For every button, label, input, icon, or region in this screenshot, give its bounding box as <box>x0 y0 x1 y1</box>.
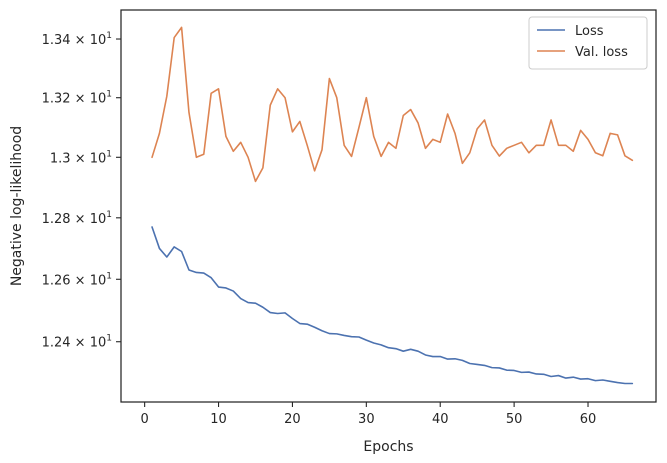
x-axis: 0 10 20 30 40 50 60 <box>141 402 597 427</box>
series-line-loss <box>151 226 634 385</box>
legend-label: Loss <box>575 24 604 39</box>
legend-label: Val. loss <box>575 45 628 60</box>
y-tick-label: 1.34 × 101 <box>42 31 112 48</box>
legend: Loss Val. loss <box>528 16 648 70</box>
x-tick-label: 10 <box>210 412 227 427</box>
x-tick-label: 0 <box>141 412 149 427</box>
x-tick-label: 50 <box>506 412 523 427</box>
y-tick-label: 1.28 × 101 <box>42 210 112 227</box>
x-axis-title: Epochs <box>363 439 413 455</box>
y-tick-label: 1.26 × 101 <box>42 271 112 288</box>
y-axis: 1.24 × 101 1.26 × 101 1.28 × 101 1.3 × 101 1… <box>42 31 121 351</box>
y-tick-label: 1.3 × 101 <box>50 149 112 166</box>
x-tick-label: 60 <box>580 412 597 427</box>
y-tick-label: 1.32 × 101 <box>42 90 112 107</box>
x-tick-label: 30 <box>358 412 375 427</box>
series-layer <box>151 26 634 385</box>
y-tick-label: 1.24 × 101 <box>42 334 112 351</box>
x-tick-label: 20 <box>284 412 301 427</box>
y-axis-title: Negative log-likelihood <box>9 126 25 286</box>
x-tick-label: 40 <box>432 412 449 427</box>
plot-frame <box>120 9 657 403</box>
series-line-val-loss <box>151 26 634 183</box>
